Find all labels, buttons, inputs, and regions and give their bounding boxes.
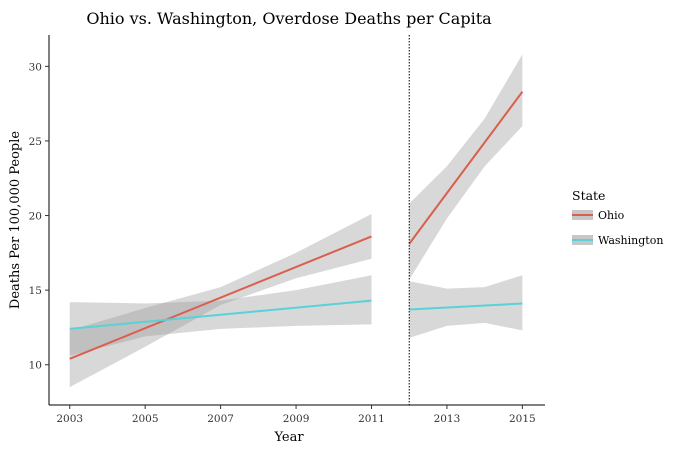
x-tick-label: 2007 xyxy=(207,413,234,425)
axes xyxy=(48,35,545,406)
x-tick-label: 2005 xyxy=(132,413,159,425)
y-tick-label: 20 xyxy=(29,211,42,223)
y-tick-label: 30 xyxy=(29,61,42,73)
y-tick-label: 25 xyxy=(29,136,42,148)
series-line-ohio-1 xyxy=(69,235,372,360)
series-lines xyxy=(69,91,524,360)
confidence-bands xyxy=(69,54,523,388)
series-line-ohio-2 xyxy=(408,91,524,245)
legend-label-washington: Washington xyxy=(598,234,663,247)
x-tick-label: 2009 xyxy=(283,413,310,425)
legend-label-ohio: Ohio xyxy=(598,209,625,222)
legend-title: State xyxy=(572,188,605,203)
y-tick-label: 15 xyxy=(29,285,42,297)
series-line-washington-2 xyxy=(409,302,523,311)
x-tick-label: 2003 xyxy=(56,413,83,425)
confidence-band-ohio-1 xyxy=(69,214,372,388)
x-tick-label: 2015 xyxy=(509,413,536,425)
series-line-washington-1 xyxy=(69,299,372,330)
chart-title: Ohio vs. Washington, Overdose Deaths per… xyxy=(86,9,492,28)
x-axis-title: Year xyxy=(273,430,304,445)
legend: State Ohio Washington xyxy=(572,188,663,247)
x-ticks: 2003 2005 2007 2009 2011 2013 2015 xyxy=(56,405,536,425)
y-tick-label: 10 xyxy=(29,360,42,372)
y-ticks: 10 15 20 25 30 xyxy=(29,61,49,372)
x-tick-label: 2011 xyxy=(358,413,385,425)
x-tick-label: 2013 xyxy=(434,413,461,425)
y-axis-title: Deaths Per 100,000 People xyxy=(8,131,23,310)
